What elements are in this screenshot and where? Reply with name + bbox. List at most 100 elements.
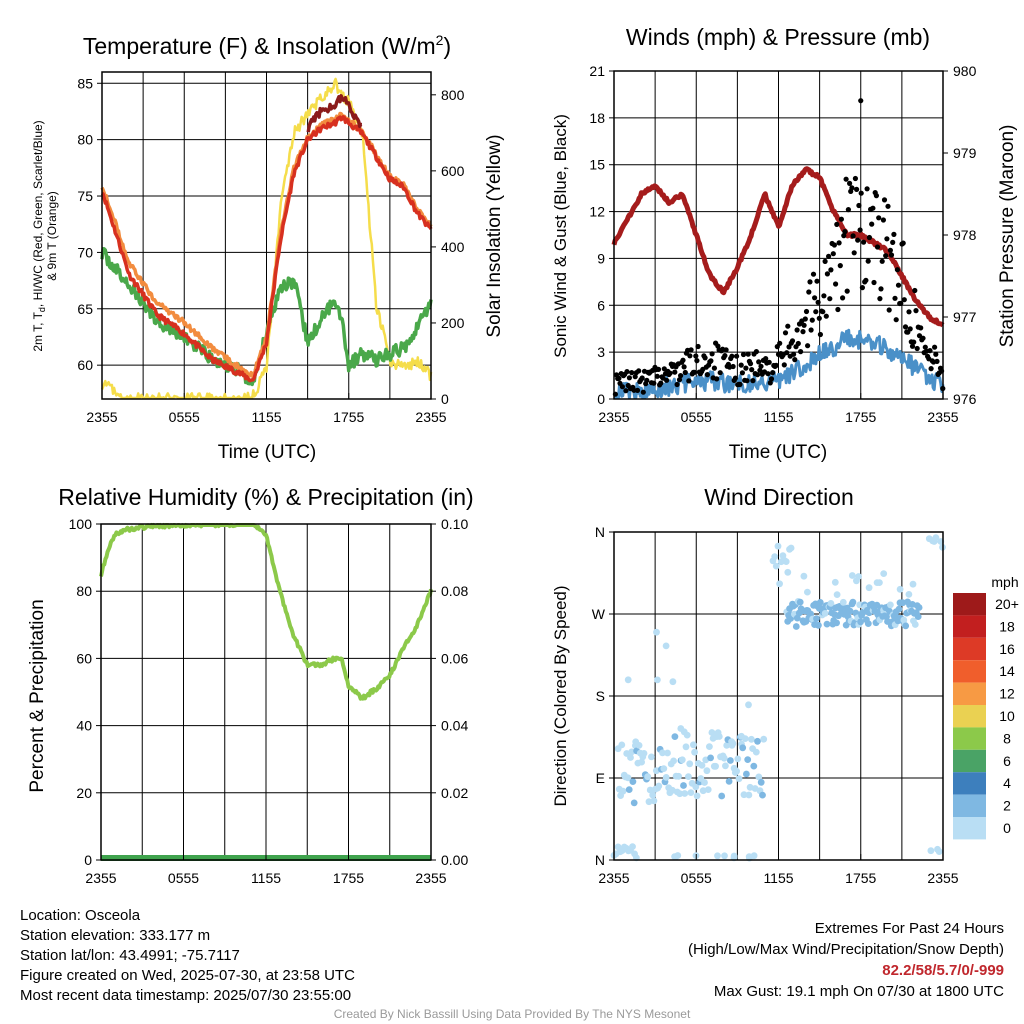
gust-point bbox=[676, 377, 683, 383]
insolation-yellow-line bbox=[100, 77, 433, 400]
gust-point bbox=[869, 221, 875, 227]
wind-direction-point bbox=[755, 773, 763, 781]
wind-direction-ytick-label: E bbox=[596, 770, 605, 786]
winds-ylabel: Sonic Wind & Gust (Blue, Black) bbox=[551, 114, 570, 358]
winds-xtick-label: 1155 bbox=[763, 409, 793, 425]
wind-direction-title: Wind Direction bbox=[704, 484, 854, 510]
gust-point bbox=[821, 293, 827, 299]
gust-point bbox=[800, 329, 806, 335]
gust-point bbox=[667, 370, 673, 376]
gust-point bbox=[674, 381, 680, 388]
gust-point bbox=[745, 351, 751, 357]
gust-point bbox=[851, 250, 857, 256]
wind-direction-point bbox=[896, 585, 904, 593]
wind-direction-point bbox=[677, 725, 685, 732]
wind-direction-point bbox=[707, 754, 714, 762]
gust-point bbox=[863, 277, 869, 283]
gust-point bbox=[841, 233, 847, 239]
gust-point bbox=[695, 343, 701, 350]
wind-direction-point bbox=[905, 591, 913, 598]
temperature-title: Temperature (F) & Insolation (W/m2) bbox=[83, 32, 451, 59]
gust-point bbox=[920, 335, 926, 341]
wind-direction-point bbox=[902, 622, 910, 630]
wind-direction-point bbox=[678, 756, 686, 764]
wind-direction-point bbox=[880, 570, 888, 577]
wind-direction-point bbox=[680, 782, 687, 789]
pressure-ytick-right-label: 978 bbox=[953, 227, 977, 243]
speed-legend: 20+ 18 16 14 12 10 8 6 4 2 0 bbox=[953, 593, 1019, 840]
gust-point bbox=[873, 193, 880, 199]
wind-direction-point bbox=[743, 770, 750, 778]
gust-point bbox=[672, 369, 678, 375]
wind-direction-point bbox=[685, 773, 692, 780]
wind-direction-point bbox=[738, 732, 745, 740]
wind-direction-point bbox=[721, 852, 728, 860]
wind-direction-point bbox=[849, 598, 857, 606]
gust-point bbox=[626, 375, 633, 381]
pressure-ytick-right-label: 976 bbox=[953, 391, 977, 407]
gust-point bbox=[898, 300, 904, 306]
gust-point bbox=[792, 357, 798, 363]
gust-point bbox=[886, 307, 892, 313]
gust-point bbox=[817, 331, 824, 338]
gust-point bbox=[786, 344, 792, 350]
gust-point bbox=[831, 242, 838, 248]
gust-point bbox=[704, 372, 711, 378]
gust-point bbox=[682, 369, 688, 376]
legend-label: 10 bbox=[999, 708, 1015, 724]
wind-direction-point bbox=[625, 786, 633, 793]
wind-direction-point bbox=[782, 558, 790, 565]
gust-point bbox=[842, 229, 848, 235]
wind-direction-point bbox=[690, 741, 697, 749]
gust-point bbox=[743, 365, 749, 371]
wind-direction-point bbox=[638, 758, 645, 766]
gust-point bbox=[827, 296, 833, 302]
wind-direction-point bbox=[748, 735, 755, 743]
gust-point bbox=[753, 349, 760, 355]
gust-point bbox=[678, 373, 684, 379]
wind-direction-point bbox=[745, 791, 753, 799]
winds-xtick-label: 0555 bbox=[681, 409, 712, 425]
gust-point bbox=[906, 309, 912, 315]
temperature-xtick-label: 0555 bbox=[169, 409, 200, 425]
insolation-ylabel: Solar Insolation (Yellow) bbox=[484, 134, 505, 337]
gust-point bbox=[865, 258, 871, 264]
gust-point bbox=[813, 309, 819, 315]
gust-point bbox=[634, 387, 641, 393]
gust-point bbox=[884, 236, 890, 242]
wind-direction-point bbox=[632, 738, 640, 746]
gust-point bbox=[794, 327, 800, 333]
wind-direction-point bbox=[864, 620, 872, 627]
wind-direction-point bbox=[640, 750, 648, 757]
gust-point bbox=[879, 258, 885, 264]
gust-point bbox=[750, 378, 756, 384]
gust-point bbox=[856, 202, 862, 209]
gust-point bbox=[885, 203, 891, 209]
created-text: Figure created on Wed, 2025-07-30, at 23… bbox=[20, 967, 355, 984]
wind-direction-point bbox=[853, 577, 860, 585]
gust-point bbox=[810, 271, 817, 277]
gust-point bbox=[632, 374, 638, 380]
wind-direction-point bbox=[619, 787, 627, 795]
wind-direction-point bbox=[650, 797, 658, 805]
wind-direction-point bbox=[784, 568, 792, 576]
wind-direction-panel: Wind Direction 2355 0555 1155 1755 2355 N E S W N… bbox=[551, 484, 1019, 886]
temperature-ytick-label: 65 bbox=[77, 301, 93, 317]
legend-swatch bbox=[953, 637, 986, 661]
gust-point bbox=[803, 308, 810, 315]
gust-point bbox=[694, 358, 700, 364]
gust-point bbox=[824, 271, 831, 277]
gust-point bbox=[644, 377, 650, 383]
gust-point bbox=[859, 285, 866, 291]
wind-direction-point bbox=[676, 790, 684, 798]
wind-direction-point bbox=[895, 605, 903, 613]
wind-direction-point bbox=[932, 534, 940, 541]
gust-point bbox=[758, 363, 764, 369]
gust-point bbox=[837, 263, 843, 269]
pressure-ytick-right-label: 977 bbox=[953, 309, 977, 325]
gust-point bbox=[749, 367, 755, 373]
gust-point bbox=[871, 279, 877, 286]
wind-direction-point bbox=[708, 729, 716, 736]
gust-point bbox=[756, 359, 762, 365]
